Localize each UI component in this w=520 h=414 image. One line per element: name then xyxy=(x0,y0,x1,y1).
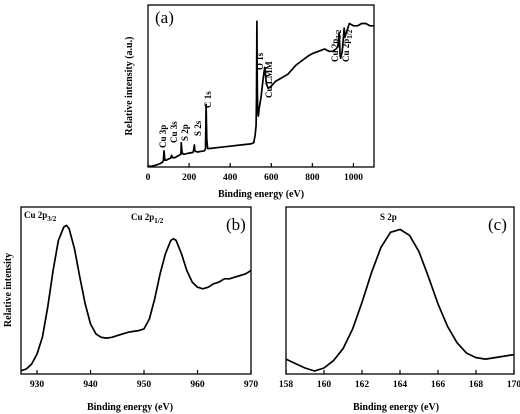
panel-a-frame xyxy=(147,4,375,168)
annotation-o-1s: O 1s xyxy=(255,52,265,70)
panel-b: (b) Binding energy (eV) Relative intensi… xyxy=(3,206,258,413)
annotation-cu-2p12-b: Cu 2p1/2 xyxy=(131,212,164,225)
panel-c-ticks: 158 160 162 164 166 168 170 xyxy=(279,370,520,390)
panel-a-xlabel: Binding energy (eV) xyxy=(218,189,304,200)
panel-a-label: (a) xyxy=(155,8,174,27)
panel-b-ylabel: Relative intensity xyxy=(3,253,14,327)
panel-a-ylabel: Relative intensity (a.u.) xyxy=(124,37,135,136)
panel-c-curve xyxy=(285,228,515,372)
panel-b-xtick-label: 970 xyxy=(244,380,259,390)
panel-b-xlabel: Binding energy (eV) xyxy=(87,402,173,413)
panel-b-label: (b) xyxy=(226,215,246,234)
panel-a-xtick-label: 800 xyxy=(305,173,320,183)
panel-b-xtick-label: 930 xyxy=(30,380,45,390)
panel-a-xtick-label: 600 xyxy=(264,173,279,183)
panel-b-frame xyxy=(20,206,252,375)
panel-c-xtick-label: 160 xyxy=(317,380,332,390)
panel-c-label: (c) xyxy=(488,215,507,234)
panel-b-xtick-label: 940 xyxy=(83,380,98,390)
panel-a-xtick-label: 200 xyxy=(182,173,197,183)
annotation-cu-2p32-b: Cu 2p3/2 xyxy=(24,210,57,223)
panel-a-xtick-label: 0 xyxy=(146,173,151,183)
panel-a-curve xyxy=(147,20,374,168)
annotation-c-1s: C 1s xyxy=(203,91,213,108)
panel-b-curve xyxy=(20,224,252,372)
panel-a: (a) Binding energy (eV) Relative intensi… xyxy=(124,4,375,200)
annotation-cu-lmm: Cu LMM xyxy=(264,61,274,98)
panel-a-xtick-label: 1000 xyxy=(344,173,363,183)
panel-c-xtick-label: 162 xyxy=(355,380,370,390)
annotation-s-2s: S 2s xyxy=(193,120,203,136)
annotation-s-2p: S 2p xyxy=(180,124,190,141)
panel-c-xlabel: Binding energy (eV) xyxy=(353,402,439,413)
panel-b-ticks: 930 940 950 960 970 xyxy=(30,370,258,390)
panel-b-xtick-label: 950 xyxy=(137,380,152,390)
panel-c-frame xyxy=(285,206,515,375)
annotation-cu-3p: Cu 3p xyxy=(158,125,168,148)
panel-c: (c) Binding energy (eV) 158 160 162 164 166 1… xyxy=(279,206,520,413)
panel-c-xtick-label: 170 xyxy=(507,380,520,390)
panel-c-xtick-label: 164 xyxy=(393,380,408,390)
annotation-cu-3s: Cu 3s xyxy=(169,121,179,143)
panel-a-xtick-label: 400 xyxy=(223,173,238,183)
panel-a-ticks: 0 200 400 600 800 1000 xyxy=(146,163,363,183)
panel-c-xtick-label: 166 xyxy=(431,380,446,390)
annotation-s-2p-c: S 2p xyxy=(380,212,397,222)
panel-c-xtick-label: 168 xyxy=(469,380,484,390)
panel-c-xtick-label: 158 xyxy=(279,380,294,390)
panel-b-xtick-label: 960 xyxy=(190,380,205,390)
